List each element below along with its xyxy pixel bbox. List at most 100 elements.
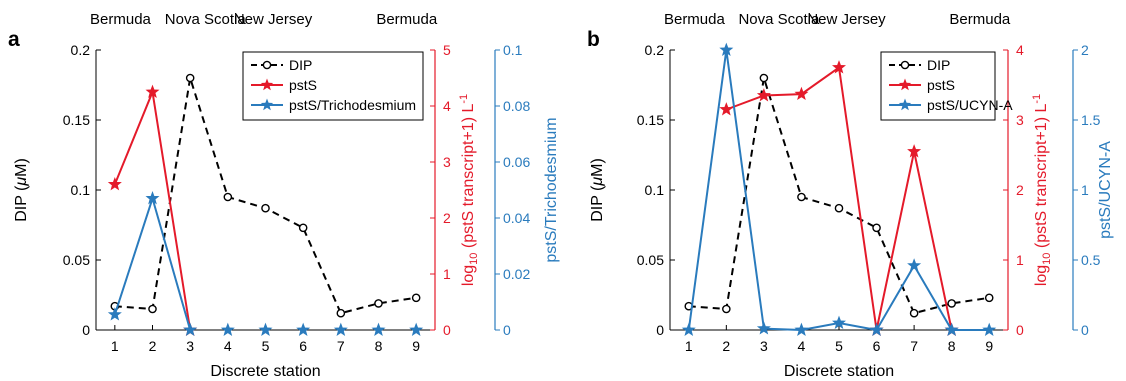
left-tick-label: 0.05: [637, 252, 664, 268]
dip-point: [336, 308, 346, 318]
right1-tick-label: 2: [443, 210, 451, 226]
region-label: New Jersey: [807, 11, 886, 28]
x-tick-label: 7: [337, 338, 345, 354]
right1-axis-label-part: -1: [458, 94, 470, 104]
legend-swatch-marker: [260, 78, 274, 91]
psts-point: [719, 102, 734, 116]
right1-axis-label-part: log: [460, 265, 477, 286]
normalized-point: [371, 322, 386, 336]
right2-tick-label: 0.08: [503, 98, 530, 114]
right2-axis-label: pstS/UCYN-A: [1097, 141, 1114, 239]
right2-tick-label: 1: [1081, 182, 1089, 198]
legend-swatch-marker: [898, 78, 912, 91]
x-tick-label: 2: [149, 338, 157, 354]
dip-point: [759, 73, 769, 83]
right2-axis-label: pstS/Trichodesmium: [543, 117, 560, 262]
left-axis-label-part: DIP (: [589, 185, 606, 222]
dip-point: [185, 73, 195, 83]
normalized-point: [869, 322, 884, 336]
right1-tick-label: 5: [443, 42, 451, 58]
psts-point: [832, 60, 846, 74]
region-label: Bermuda: [90, 11, 152, 28]
x-axis-label: Discrete station: [784, 363, 894, 380]
legend-swatch-marker: [260, 98, 274, 111]
normalized-point: [409, 322, 424, 336]
dip-point: [223, 192, 233, 202]
x-tick-label: 2: [722, 338, 730, 354]
right1-axis-label-part: 10: [468, 253, 480, 265]
right1-axis-label-part: -1: [1031, 94, 1043, 104]
normalized-point: [719, 42, 734, 56]
dip-point: [411, 293, 421, 303]
x-tick-label: 6: [299, 338, 307, 354]
left-tick-label: 0: [82, 322, 90, 338]
left-axis-label: DIP (μM): [13, 158, 30, 222]
legend-swatch-marker: [898, 98, 912, 111]
x-tick-label: 1: [111, 338, 119, 354]
normalized-point: [107, 307, 122, 321]
legend-swatch-marker: [262, 60, 272, 70]
right2-tick-label: 0.5: [1081, 252, 1101, 268]
right2-tick-label: 0.04: [503, 210, 530, 226]
dip-point: [872, 223, 881, 233]
left-tick-label: 0.1: [71, 182, 91, 198]
normalized-point: [907, 258, 922, 272]
legend-label: pstS: [927, 77, 955, 93]
dip-point: [947, 299, 956, 308]
region-label: Bermuda: [949, 11, 1011, 28]
x-tick-label: 9: [412, 338, 420, 354]
normalized-point: [220, 322, 235, 336]
left-tick-label: 0.1: [645, 182, 665, 198]
legend: DIP pstS pstS/UCYN-A: [880, 51, 1013, 121]
region-label: New Jersey: [234, 11, 313, 28]
normalized-point: [944, 322, 959, 336]
region-label: Nova Scotia: [738, 11, 820, 28]
right1-tick-label: 2: [1016, 182, 1024, 198]
normalized-point: [183, 322, 198, 336]
normalized-point: [756, 321, 771, 335]
x-tick-label: 5: [835, 338, 843, 354]
normalized-point: [258, 322, 273, 336]
x-tick-label: 6: [873, 338, 881, 354]
dip-point: [797, 192, 806, 202]
series-line-right1: [113, 88, 192, 331]
x-tick-label: 3: [186, 338, 194, 354]
normalized-point: [681, 322, 696, 336]
right1-tick-label: 3: [443, 154, 451, 170]
legend-label: pstS/UCYN-A: [927, 97, 1013, 113]
right2-tick-label: 2: [1081, 42, 1089, 58]
region-label: Bermuda: [376, 11, 438, 28]
normalized-point: [296, 322, 311, 336]
psts-point: [107, 177, 122, 191]
left-tick-label: 0.2: [71, 42, 91, 58]
x-tick-label: 8: [375, 338, 383, 354]
right1-axis-label-part: log: [1033, 265, 1050, 286]
panel-label: a: [8, 28, 20, 51]
right1-tick-label: 4: [1016, 42, 1024, 58]
psts-point: [756, 88, 771, 102]
x-tick-label: 5: [262, 338, 270, 354]
x-axis-label: Discrete station: [210, 363, 320, 380]
right2-tick-label: 0.1: [503, 42, 523, 58]
left-axis-label-part: M): [589, 158, 606, 177]
panel-label: b: [587, 28, 600, 51]
right1-axis-label-part: 10: [1041, 253, 1053, 265]
left-tick-label: 0.15: [63, 112, 90, 128]
legend: DIP pstS pstS/Trichodesmium: [242, 51, 424, 121]
dip-point: [834, 203, 844, 213]
right1-tick-label: 1: [443, 266, 451, 282]
x-tick-label: 9: [985, 338, 993, 354]
right1-axis-label-part: (pstS transcript+1) L: [1033, 104, 1050, 253]
x-tick-label: 1: [685, 338, 693, 354]
right1-tick-label: 0: [1016, 322, 1024, 338]
x-tick-label: 8: [948, 338, 956, 354]
normalized-point: [982, 322, 997, 336]
right2-tick-label: 0: [503, 322, 511, 338]
right1-tick-label: 1: [1016, 252, 1024, 268]
right1-axis-label: log10 (pstS transcript+1) L-1: [1031, 94, 1053, 286]
dip-point: [261, 203, 270, 213]
left-axis-label-part: μ: [589, 177, 606, 187]
